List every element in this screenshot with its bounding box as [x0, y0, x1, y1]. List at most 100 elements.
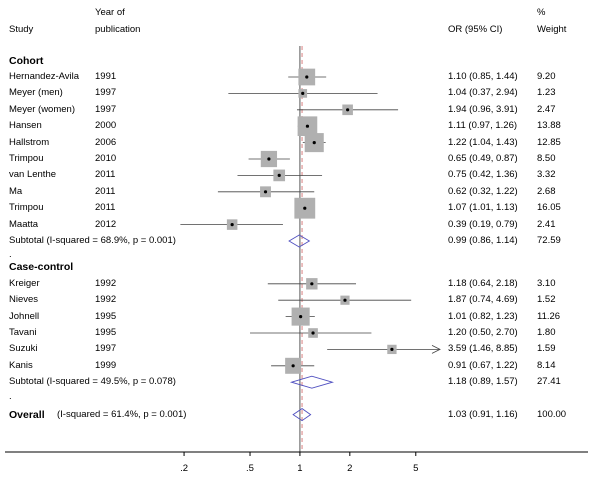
study-year: 2006 [95, 136, 117, 148]
study-weight: 8.50 [537, 153, 556, 164]
header-year: Year of [95, 7, 125, 18]
point-estimate [346, 108, 350, 112]
x-tick-label: .2 [180, 463, 188, 474]
overall-weight: 100.00 [537, 408, 567, 420]
x-tick-label: .5 [246, 463, 254, 474]
study-year: 1997 [95, 87, 117, 99]
study-year: 2000 [95, 120, 117, 132]
point-estimate [291, 364, 295, 368]
overall-ci: 1.03 (0.91, 1.16) [448, 408, 518, 420]
study-name: Trimpou [9, 153, 44, 164]
study-name: Hallstrom [9, 136, 50, 148]
point-estimate [301, 91, 305, 95]
header-or: OR (95% CI) [448, 24, 503, 35]
point-estimate [263, 190, 268, 194]
study-year: 2012 [95, 218, 117, 230]
point-estimate [303, 206, 307, 210]
header-weight-pct: % [537, 7, 546, 18]
study-weight: 16.05 [537, 202, 561, 214]
x-tick-label: 5 [413, 463, 418, 474]
study-weight: 9.20 [537, 71, 556, 82]
study-year: 1997 [95, 103, 117, 115]
study-year: 1991 [95, 71, 117, 82]
study-name: Suzuki [9, 343, 38, 355]
ci-arrow [431, 345, 441, 354]
study-year: 2011 [95, 169, 116, 181]
study-ci: 0.39 (0.19, 0.79) [448, 218, 518, 230]
spacer-dot: . [9, 390, 12, 402]
subtotal-diamond [289, 375, 334, 389]
study-weight: 3.10 [537, 277, 556, 289]
study-ci: 1.22 (1.04, 1.43) [448, 136, 518, 148]
study-weight: 3.32 [537, 169, 556, 181]
study-name: Hernandez-Avila [9, 71, 80, 82]
header-weight: Weight [537, 24, 567, 35]
study-ci: 1.20 (0.50, 2.70) [448, 327, 518, 338]
point-estimate [310, 282, 314, 286]
study-year: 2010 [95, 153, 117, 164]
point-estimate [230, 223, 234, 227]
study-name: Ma [9, 185, 23, 197]
subtotal-ci: 1.18 (0.89, 1.57) [448, 376, 518, 388]
spacer-dot: . [9, 249, 12, 261]
subtotal-label: Subtotal (I-squared = 68.9%, p = 0.001) [9, 235, 176, 246]
point-estimate [390, 347, 394, 351]
study-ci: 1.11 (0.97, 1.26) [448, 120, 518, 132]
study-ci: 0.65 (0.49, 0.87) [448, 153, 518, 164]
study-name: van Lenthe [9, 169, 57, 181]
point-estimate [299, 315, 303, 319]
study-name: Johnell [9, 310, 40, 322]
study-year: 1995 [95, 310, 117, 322]
point-estimate [277, 173, 281, 177]
x-tick-label: 1 [297, 463, 302, 474]
study-weight: 1.52 [537, 294, 556, 306]
study-name: Hansen [9, 120, 42, 132]
study-name: Trimpou [9, 202, 44, 214]
study-weight: 8.14 [537, 359, 556, 371]
subtotal-diamond [288, 234, 311, 248]
header-study: Study [9, 24, 34, 35]
group-label: Cohort [9, 55, 44, 67]
subtotal-label: Subtotal (I-squared = 49.5%, p = 0.078) [9, 376, 176, 388]
study-weight: 2.47 [537, 103, 556, 115]
study-ci: 1.04 (0.37, 2.94) [448, 87, 518, 99]
overall-stats: (I-squared = 61.4%, p = 0.001) [57, 408, 187, 420]
study-weight: 2.68 [537, 185, 556, 197]
study-weight: 2.41 [537, 218, 556, 230]
study-ci: 0.75 (0.42, 1.36) [448, 169, 518, 181]
point-estimate [312, 141, 316, 145]
study-name: Meyer (women) [9, 103, 75, 115]
study-ci: 1.01 (0.82, 1.23) [448, 310, 518, 322]
study-ci: 3.59 (1.46, 8.85) [448, 343, 518, 355]
study-name: Tavani [9, 327, 37, 338]
study-ci: 1.10 (0.85, 1.44) [448, 71, 518, 82]
study-weight: 1.59 [537, 343, 556, 355]
point-estimate [343, 298, 347, 302]
point-estimate [311, 331, 315, 335]
study-name: Maatta [9, 218, 39, 230]
study-name: Meyer (men) [9, 87, 63, 99]
study-ci: 1.94 (0.96, 3.91) [448, 103, 518, 115]
study-ci: 1.87 (0.74, 4.69) [448, 294, 518, 306]
study-weight: 12.85 [537, 136, 561, 148]
study-name: Kanis [9, 359, 33, 371]
study-weight: 1.23 [537, 87, 556, 99]
study-name: Nieves [9, 294, 39, 306]
study-name: Kreiger [9, 277, 40, 289]
overall-label: Overall [9, 408, 45, 421]
study-year: 1992 [95, 277, 117, 289]
study-weight: 13.88 [537, 120, 561, 132]
point-estimate [267, 157, 271, 161]
x-tick-label: 2 [347, 463, 352, 474]
subtotal-weight: 27.41 [537, 376, 561, 388]
study-weight: 11.26 [537, 310, 561, 322]
study-ci: 0.91 (0.67, 1.22) [448, 359, 518, 371]
study-weight: 1.80 [537, 327, 556, 338]
overall-diamond [292, 408, 312, 422]
study-year: 2011 [95, 185, 116, 197]
subtotal-ci: 0.99 (0.86, 1.14) [448, 235, 518, 246]
study-year: 1999 [95, 359, 117, 371]
subtotal-weight: 72.59 [537, 235, 561, 246]
group-label: Case-control [9, 261, 74, 274]
study-ci: 1.18 (0.64, 2.18) [448, 277, 518, 289]
